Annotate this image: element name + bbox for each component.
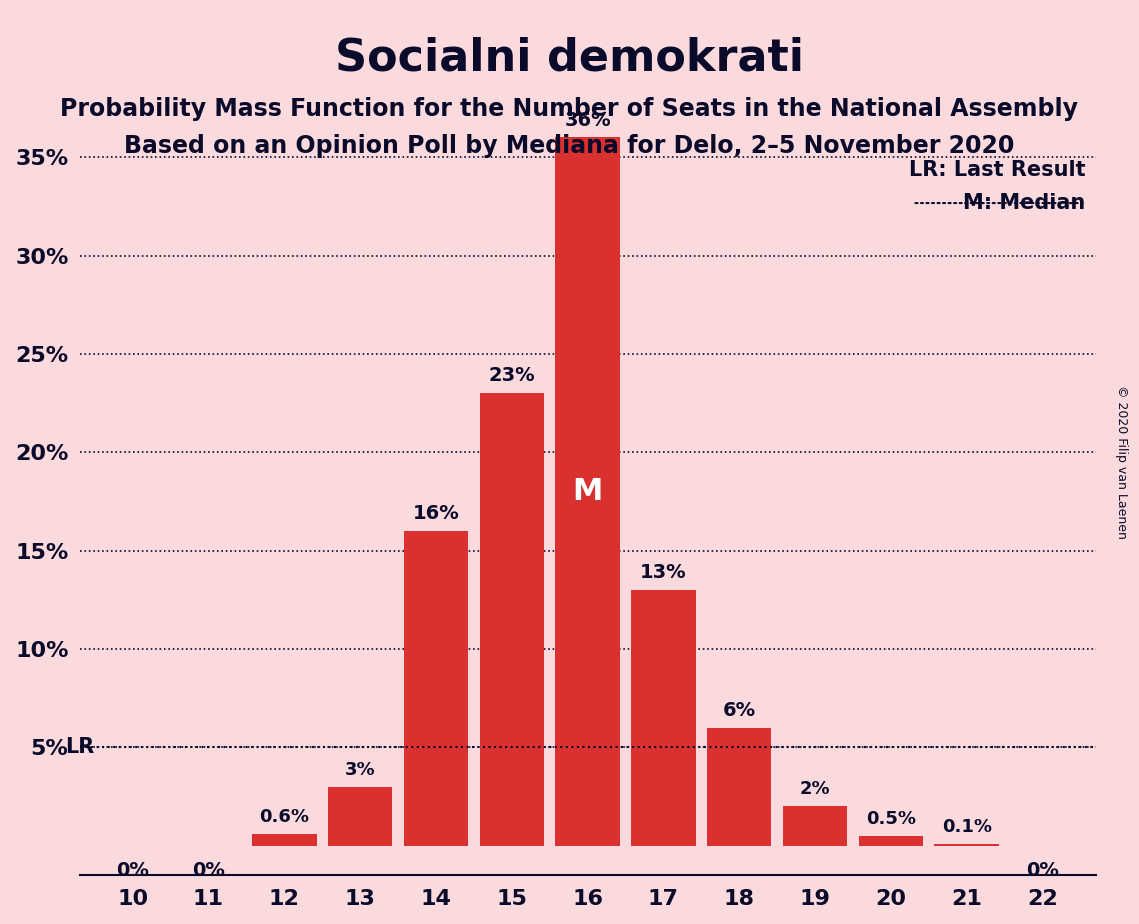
Text: 0%: 0% (1026, 861, 1059, 881)
Text: 3%: 3% (345, 760, 376, 779)
Bar (556, 138, 620, 845)
Text: M: Median: M: Median (964, 193, 1085, 213)
Bar (403, 531, 468, 845)
Bar (934, 844, 999, 845)
Text: 0.6%: 0.6% (260, 808, 310, 826)
Text: Based on an Opinion Poll by Mediana for Delo, 2–5 November 2020: Based on an Opinion Poll by Mediana for … (124, 134, 1015, 158)
Text: 0.1%: 0.1% (942, 818, 992, 836)
Text: © 2020 Filip van Laenen: © 2020 Filip van Laenen (1115, 385, 1129, 539)
Text: 0%: 0% (116, 861, 149, 881)
Bar (707, 727, 771, 845)
Text: Probability Mass Function for the Number of Seats in the National Assembly: Probability Mass Function for the Number… (60, 97, 1079, 121)
Bar (480, 394, 544, 845)
Text: 13%: 13% (640, 563, 687, 582)
Text: LR: Last Result: LR: Last Result (909, 161, 1085, 180)
Text: LR: LR (66, 737, 95, 758)
Text: M: M (573, 477, 603, 506)
Text: 0%: 0% (192, 861, 224, 881)
Text: 0.5%: 0.5% (866, 810, 916, 828)
Bar (252, 833, 317, 845)
Text: 6%: 6% (722, 700, 756, 720)
Bar (859, 836, 923, 845)
Text: 23%: 23% (489, 366, 535, 385)
Bar (631, 590, 696, 845)
Text: 36%: 36% (564, 111, 611, 129)
Bar (328, 786, 392, 845)
Text: Socialni demokrati: Socialni demokrati (335, 37, 804, 80)
Text: 2%: 2% (800, 781, 830, 798)
Text: 16%: 16% (412, 504, 459, 523)
Bar (782, 807, 847, 845)
